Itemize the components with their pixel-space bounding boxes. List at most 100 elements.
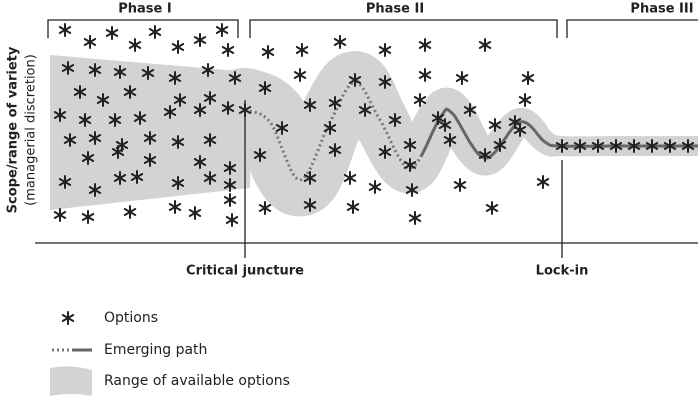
option-star	[627, 139, 641, 153]
option-star-arm	[105, 29, 119, 37]
option-star	[223, 193, 237, 207]
option-star-arm	[203, 94, 217, 102]
option-star	[88, 183, 102, 197]
option-star	[215, 23, 229, 37]
option-star-arm	[193, 106, 207, 114]
option-star	[78, 113, 92, 127]
option-star	[521, 71, 535, 85]
option-star-arm	[201, 66, 215, 74]
y-axis-subtitle: (managerial discretion)	[24, 54, 39, 206]
phase-label: Phase III	[630, 2, 693, 17]
option-star	[258, 201, 272, 215]
option-star	[188, 206, 202, 220]
option-star-arm	[113, 68, 127, 76]
option-star	[261, 45, 275, 59]
option-star	[193, 103, 207, 117]
option-star-arm	[221, 46, 235, 54]
option-star-arm	[488, 121, 502, 129]
option-star-arm	[493, 141, 507, 149]
option-star-arm	[403, 141, 417, 149]
option-star	[343, 171, 357, 185]
option-star	[443, 133, 457, 147]
option-star-arm	[555, 142, 569, 150]
option-star	[408, 211, 422, 225]
marker-label: Critical juncture	[186, 264, 304, 279]
option-star	[418, 68, 432, 82]
option-star	[573, 139, 587, 153]
legend-symbol	[50, 366, 92, 396]
option-star	[171, 176, 185, 190]
option-star-arm	[438, 121, 452, 129]
option-star-arm	[171, 179, 185, 187]
option-star	[201, 63, 215, 77]
option-star	[378, 145, 392, 159]
option-star-arm	[61, 64, 75, 72]
option-star	[378, 75, 392, 89]
option-star-arm	[203, 174, 217, 182]
option-star-arm	[303, 101, 317, 109]
option-star-arm	[253, 151, 267, 159]
option-star-arm	[78, 116, 92, 124]
legend-label: Range of available options	[104, 373, 290, 389]
option-star	[358, 103, 372, 117]
option-star-arm	[405, 186, 419, 194]
option-star-arm	[293, 71, 307, 79]
option-star	[123, 205, 137, 219]
option-star-arm	[221, 104, 235, 112]
option-star-arm	[403, 161, 417, 169]
option-star-arm	[203, 136, 217, 144]
option-star-arm	[168, 203, 182, 211]
option-star-arm	[536, 178, 550, 186]
option-star	[513, 123, 527, 137]
option-star-arm	[88, 186, 102, 194]
option-star-arm	[591, 142, 605, 150]
option-star	[171, 135, 185, 149]
option-star-arm	[193, 158, 207, 166]
option-star	[403, 158, 417, 172]
option-star-arm	[261, 48, 275, 56]
option-star-arm	[303, 174, 317, 182]
option-star	[73, 85, 87, 99]
option-star-arm	[133, 114, 147, 122]
option-star-arm	[171, 138, 185, 146]
option-star-arm	[573, 142, 587, 150]
option-star	[81, 151, 95, 165]
option-star	[221, 101, 235, 115]
option-star	[293, 68, 307, 82]
option-star-arm	[143, 156, 157, 164]
option-star-arm	[111, 148, 125, 156]
option-star	[123, 85, 137, 99]
option-star-arm	[223, 196, 237, 204]
option-star	[346, 200, 360, 214]
option-star-arm	[453, 181, 467, 189]
option-star	[609, 139, 623, 153]
option-star-arm	[63, 136, 77, 144]
option-star	[323, 121, 337, 135]
option-star	[221, 43, 235, 57]
option-star	[203, 91, 217, 105]
emerging-path-dotted	[244, 80, 423, 182]
emerging-path-solid	[419, 107, 698, 160]
option-star	[63, 133, 77, 147]
option-star-arm	[627, 142, 641, 150]
option-star	[645, 139, 659, 153]
option-star	[83, 35, 97, 49]
option-star	[96, 93, 110, 107]
option-star	[143, 131, 157, 145]
option-star-arm	[113, 174, 127, 182]
options	[53, 23, 695, 227]
option-star	[663, 139, 677, 153]
option-star	[58, 175, 72, 189]
option-star	[253, 148, 267, 162]
option-star	[53, 108, 67, 122]
option-star-arm	[53, 111, 67, 119]
option-star	[536, 175, 550, 189]
option-star-arm	[348, 76, 362, 84]
option-star-arm	[88, 66, 102, 74]
option-star-arm	[171, 43, 185, 51]
option-star	[88, 63, 102, 77]
option-star-arm	[358, 106, 372, 114]
option-star	[303, 98, 317, 112]
option-star-arm	[96, 96, 110, 104]
option-star-arm	[681, 142, 695, 150]
